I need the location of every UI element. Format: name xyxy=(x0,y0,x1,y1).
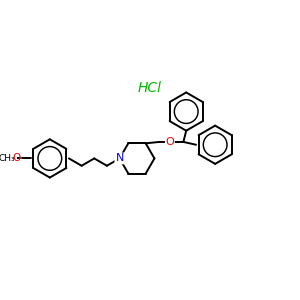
Text: O: O xyxy=(166,137,174,147)
Text: N: N xyxy=(116,153,124,164)
Text: HCl: HCl xyxy=(138,81,162,95)
Text: O: O xyxy=(13,153,21,164)
Text: CH₃: CH₃ xyxy=(0,154,15,163)
